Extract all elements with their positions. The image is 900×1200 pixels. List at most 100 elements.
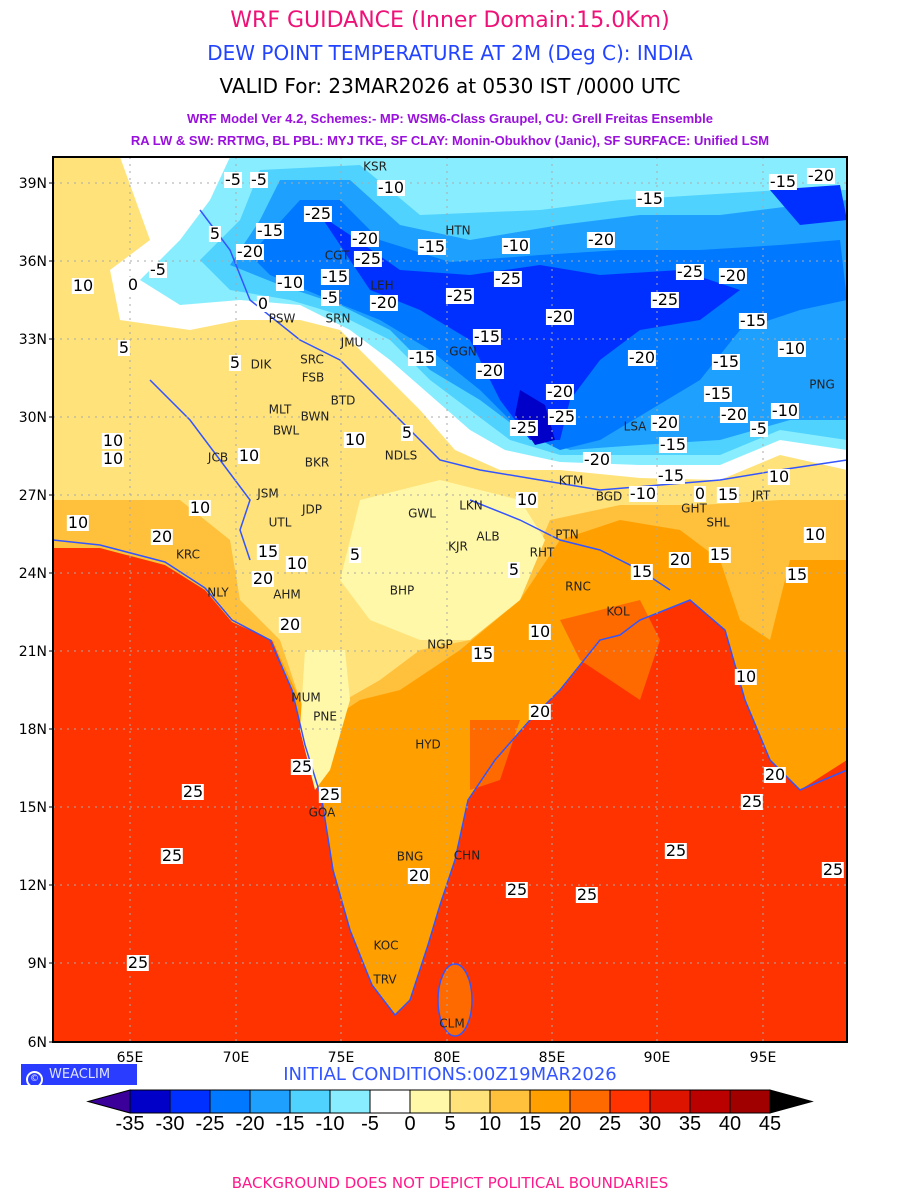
contour-label: 5	[228, 353, 242, 372]
contour-label: 15	[471, 644, 495, 663]
city-label: LSA	[623, 419, 647, 434]
graticule	[53, 157, 847, 1042]
city-label: LEH	[370, 278, 394, 293]
contour-label: 25	[575, 885, 599, 904]
city-label: UTL	[268, 515, 292, 530]
contour-label: -25	[547, 407, 577, 426]
lon-tick-label: 85E	[539, 1050, 566, 1066]
land-region-0-5	[340, 480, 545, 640]
city-label: BKR	[304, 455, 330, 470]
latitude-axis: 39N 36N 33N 30N 27N 24N 21N 18N 15N 12N 9N 6N	[19, 176, 53, 1051]
contour-label: -15	[768, 172, 798, 191]
city-label: BWL	[272, 423, 300, 438]
valid-time: VALID For: 23MAR2026 at 0530 IST /0000 U…	[219, 74, 681, 98]
contour-label: 10	[803, 525, 827, 544]
contour-label: -5	[321, 288, 339, 307]
lat-tick-label: 30N	[19, 410, 47, 426]
city-label: RNC	[565, 579, 591, 594]
colorbar-swatch	[169, 1089, 211, 1114]
contour-label: 10	[188, 498, 212, 517]
city-label: NDLS	[384, 448, 418, 463]
contour-label: 15	[708, 545, 732, 564]
contour-label: 5	[208, 224, 222, 243]
region-minus30-minus25	[320, 215, 740, 440]
contour-label: 25	[160, 846, 184, 865]
city-label: MLT	[268, 402, 292, 417]
contour-label: 15	[716, 485, 740, 504]
city-label: RHT	[529, 545, 555, 560]
contour-label: -15	[417, 237, 447, 256]
city-label: BNG	[396, 849, 424, 864]
colorbar-swatch	[249, 1089, 291, 1114]
colorbar-label: -10	[315, 1113, 345, 1135]
city-label: PNG	[809, 377, 835, 392]
colorbar-label: 20	[558, 1113, 582, 1135]
contour-label: -25	[353, 249, 383, 268]
lon-tick-label: 65E	[117, 1050, 144, 1066]
disclaimer: BACKGROUND DOES NOT DEPICT POLITICAL BOU…	[231, 1174, 669, 1192]
city-label: PNE	[313, 709, 337, 724]
contour-label: -15	[255, 221, 285, 240]
city-label: KOL	[606, 604, 630, 619]
lat-tick-label: 27N	[19, 488, 47, 504]
colorbar-swatch	[489, 1089, 531, 1114]
contour-label: 25	[664, 841, 688, 860]
contour-label: 10	[528, 622, 552, 641]
contour-label: -15	[738, 311, 768, 330]
contour-label: -20	[545, 382, 575, 401]
colorbar-swatch	[689, 1089, 731, 1114]
city-label: JSM	[257, 486, 279, 501]
lat-tick-label: 24N	[19, 566, 47, 582]
city-label: BGD	[595, 489, 623, 504]
contour-label: 10	[515, 490, 539, 509]
colorbar-label: -30	[155, 1113, 185, 1135]
map-subtitle: DEW POINT TEMPERATURE AT 2M (Deg C): IND…	[207, 41, 693, 65]
initial-conditions: INITIAL CONDITIONS:00Z19MAR2026	[283, 1064, 617, 1085]
contour-label: 20	[528, 702, 552, 721]
colorbar-label: -5	[361, 1113, 379, 1135]
colorbar-swatch	[329, 1089, 371, 1114]
contour-label: 15	[630, 562, 654, 581]
colorbar-label: -25	[195, 1113, 225, 1135]
city-label: AHM	[273, 587, 301, 602]
city-label: JRT	[751, 488, 771, 503]
contour-label: 0	[256, 294, 270, 313]
coastlines-borders	[53, 209, 847, 1037]
city-label: GWL	[408, 506, 436, 521]
colorbar-label: 35	[678, 1113, 702, 1135]
city-label: SRN	[325, 311, 351, 326]
contour-label: -25	[650, 290, 680, 309]
contour-label: -20	[806, 166, 836, 185]
contour-label: -20	[475, 361, 505, 380]
lat-tick-label: 18N	[19, 722, 47, 738]
city-label: SRC	[300, 352, 324, 367]
lat-tick-label: 12N	[19, 878, 47, 894]
lon-tick-label: 90E	[644, 1050, 671, 1066]
colorbar-label: -35	[115, 1113, 145, 1135]
contour-label: -10	[376, 178, 406, 197]
city-label: PTN	[555, 527, 579, 542]
contour-label: 10	[767, 467, 791, 486]
contour-label: -15	[472, 327, 502, 346]
contour-label: 20	[407, 866, 431, 885]
contour-label: 10	[237, 446, 261, 465]
contour-label: 25	[740, 792, 764, 811]
city-label: LKN	[459, 498, 483, 513]
weaclim-label: WEACLIM	[49, 1067, 111, 1082]
contour-label: 5	[507, 560, 521, 579]
city-label: HTN	[445, 223, 471, 238]
city-label: TRV	[373, 972, 397, 987]
contour-label: -10	[628, 484, 658, 503]
colorbar-label: 45	[758, 1113, 782, 1135]
contour-label: 20	[763, 765, 787, 784]
land-region-20-25-south	[470, 720, 520, 790]
contour-label: -25	[675, 262, 705, 281]
city-label: GGN	[449, 344, 477, 359]
contour-label: -20	[545, 307, 575, 326]
lat-tick-label: 21N	[19, 644, 47, 660]
city-label: CHN	[453, 848, 481, 863]
contour-label: -10	[501, 236, 531, 255]
lon-tick-label: 95E	[750, 1050, 777, 1066]
contour-label: -20	[369, 293, 399, 312]
